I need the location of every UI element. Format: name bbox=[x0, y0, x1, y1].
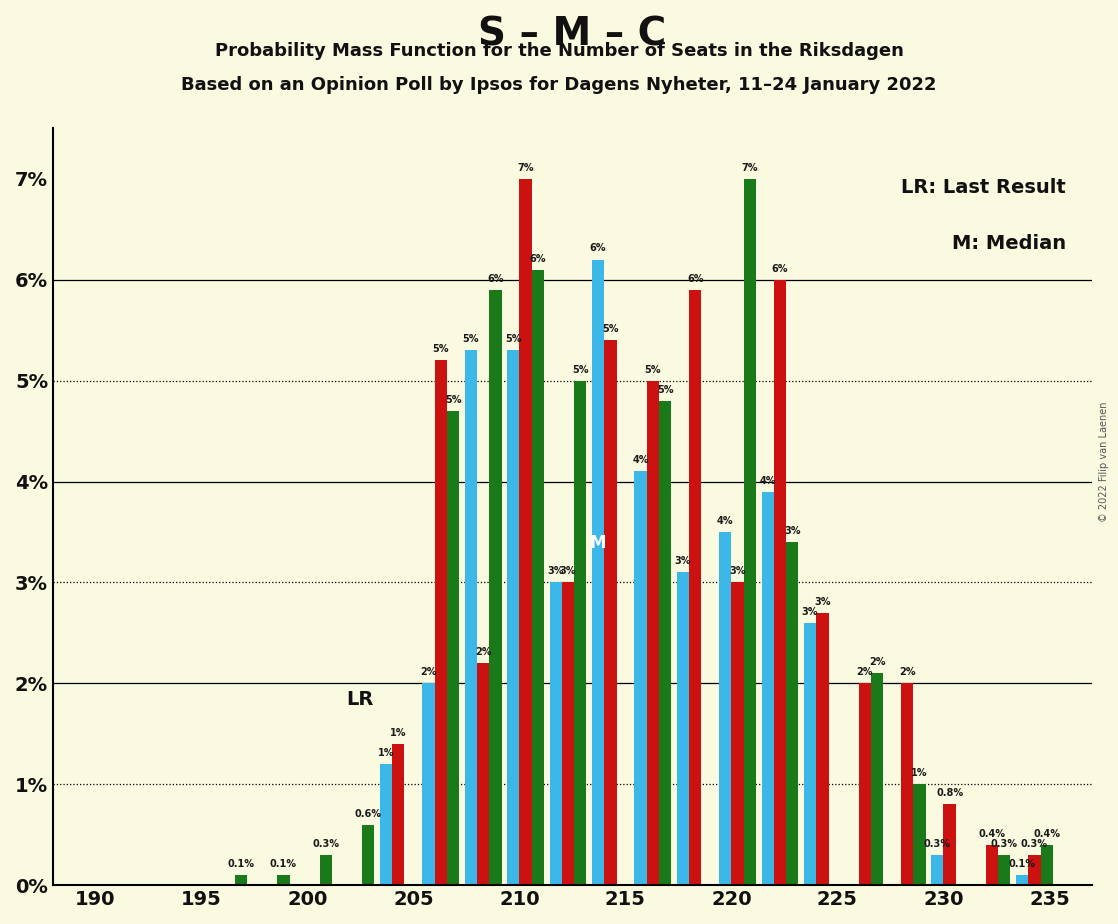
Title: S – M – C: S – M – C bbox=[479, 15, 666, 53]
Bar bbox=[532, 270, 544, 885]
Text: 3%: 3% bbox=[802, 607, 818, 616]
Text: 6%: 6% bbox=[487, 274, 504, 284]
Bar bbox=[392, 744, 405, 885]
Text: 3%: 3% bbox=[560, 566, 576, 577]
Bar bbox=[520, 178, 532, 885]
Text: 0.4%: 0.4% bbox=[1033, 829, 1060, 839]
Bar bbox=[913, 784, 926, 885]
Text: 2%: 2% bbox=[420, 667, 437, 677]
Text: 6%: 6% bbox=[771, 263, 788, 274]
Text: Based on an Opinion Poll by Ipsos for Dagens Nyheter, 11–24 January 2022: Based on an Opinion Poll by Ipsos for Da… bbox=[181, 77, 937, 94]
Bar bbox=[871, 674, 883, 885]
Text: 5%: 5% bbox=[603, 324, 618, 334]
Bar bbox=[804, 623, 816, 885]
Bar bbox=[550, 582, 562, 885]
Text: M: M bbox=[590, 534, 606, 553]
Text: 5%: 5% bbox=[445, 395, 462, 405]
Bar bbox=[320, 855, 332, 885]
Bar bbox=[1041, 845, 1053, 885]
Text: 5%: 5% bbox=[644, 365, 661, 374]
Text: 7%: 7% bbox=[741, 163, 758, 173]
Text: 1%: 1% bbox=[378, 748, 395, 758]
Text: 6%: 6% bbox=[686, 274, 703, 284]
Bar bbox=[931, 855, 944, 885]
Text: 3%: 3% bbox=[784, 526, 800, 536]
Text: 5%: 5% bbox=[572, 365, 588, 374]
Bar bbox=[447, 411, 459, 885]
Bar bbox=[508, 350, 520, 885]
Text: 3%: 3% bbox=[729, 566, 746, 577]
Text: 6%: 6% bbox=[590, 243, 606, 253]
Bar bbox=[731, 582, 743, 885]
Text: 0.8%: 0.8% bbox=[936, 788, 963, 798]
Bar bbox=[774, 280, 786, 885]
Text: 0.1%: 0.1% bbox=[269, 859, 297, 869]
Bar bbox=[380, 764, 392, 885]
Text: 0.4%: 0.4% bbox=[978, 829, 1005, 839]
Text: M: Median: M: Median bbox=[951, 235, 1065, 253]
Text: Probability Mass Function for the Number of Seats in the Riksdagen: Probability Mass Function for the Number… bbox=[215, 43, 903, 60]
Bar bbox=[743, 178, 756, 885]
Text: 2%: 2% bbox=[856, 667, 873, 677]
Bar bbox=[719, 532, 731, 885]
Text: 6%: 6% bbox=[530, 253, 546, 263]
Text: 2%: 2% bbox=[475, 647, 492, 657]
Text: 2%: 2% bbox=[869, 657, 885, 667]
Text: 1%: 1% bbox=[390, 728, 407, 738]
Bar bbox=[859, 684, 871, 885]
Bar bbox=[435, 360, 447, 885]
Text: LR: Last Result: LR: Last Result bbox=[901, 177, 1065, 197]
Text: LR: LR bbox=[347, 689, 375, 709]
Bar bbox=[591, 260, 604, 885]
Text: 5%: 5% bbox=[463, 334, 480, 345]
Text: 1%: 1% bbox=[911, 768, 928, 778]
Text: 0.3%: 0.3% bbox=[923, 839, 950, 849]
Bar bbox=[901, 684, 913, 885]
Text: 2%: 2% bbox=[899, 667, 916, 677]
Bar bbox=[362, 824, 375, 885]
Bar bbox=[465, 350, 477, 885]
Bar bbox=[477, 663, 490, 885]
Text: 4%: 4% bbox=[632, 456, 648, 466]
Text: © 2022 Filip van Laenen: © 2022 Filip van Laenen bbox=[1099, 402, 1109, 522]
Text: 7%: 7% bbox=[518, 163, 533, 173]
Text: 0.3%: 0.3% bbox=[312, 839, 340, 849]
Bar bbox=[786, 542, 798, 885]
Bar bbox=[689, 290, 701, 885]
Bar bbox=[816, 613, 828, 885]
Bar bbox=[998, 855, 1011, 885]
Bar bbox=[423, 684, 435, 885]
Text: 0.6%: 0.6% bbox=[354, 808, 381, 819]
Text: 0.1%: 0.1% bbox=[1008, 859, 1035, 869]
Bar bbox=[575, 381, 587, 885]
Text: 3%: 3% bbox=[814, 597, 831, 607]
Text: 3%: 3% bbox=[674, 556, 691, 566]
Bar bbox=[944, 805, 956, 885]
Bar bbox=[659, 401, 671, 885]
Bar bbox=[634, 471, 646, 885]
Text: 4%: 4% bbox=[717, 516, 733, 526]
Bar bbox=[1029, 855, 1041, 885]
Text: 0.3%: 0.3% bbox=[991, 839, 1017, 849]
Bar bbox=[986, 845, 998, 885]
Text: 5%: 5% bbox=[505, 334, 521, 345]
Bar bbox=[1016, 875, 1029, 885]
Bar bbox=[562, 582, 575, 885]
Bar bbox=[646, 381, 659, 885]
Bar bbox=[277, 875, 290, 885]
Bar bbox=[761, 492, 774, 885]
Text: 0.1%: 0.1% bbox=[228, 859, 255, 869]
Text: 5%: 5% bbox=[433, 345, 449, 355]
Bar bbox=[676, 572, 689, 885]
Text: 4%: 4% bbox=[759, 476, 776, 485]
Bar bbox=[490, 290, 502, 885]
Text: 0.3%: 0.3% bbox=[1021, 839, 1048, 849]
Text: 3%: 3% bbox=[548, 566, 563, 577]
Bar bbox=[235, 875, 247, 885]
Text: 5%: 5% bbox=[656, 384, 673, 395]
Bar bbox=[604, 340, 616, 885]
